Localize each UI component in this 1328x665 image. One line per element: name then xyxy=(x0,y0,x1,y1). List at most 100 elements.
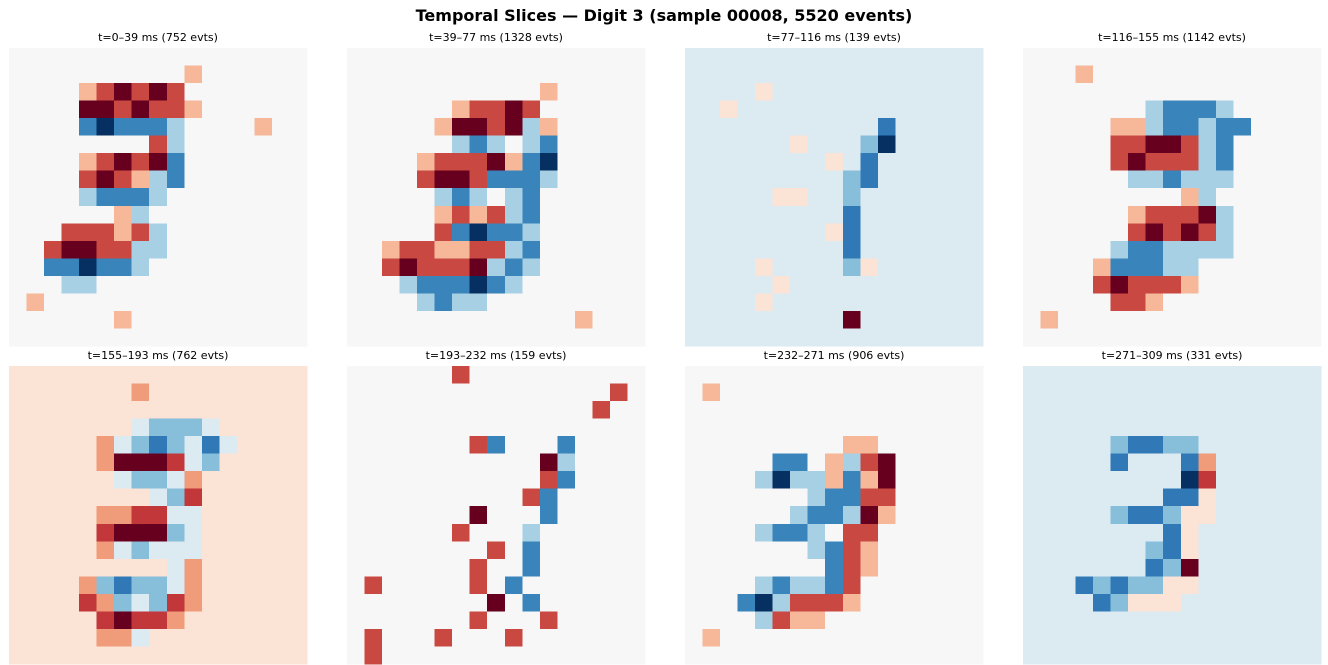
heatmap-cell xyxy=(1023,576,1041,594)
heatmap-cell xyxy=(1303,436,1321,454)
heatmap-cell xyxy=(913,401,931,419)
heatmap-cell xyxy=(773,241,791,259)
heatmap-cell xyxy=(592,136,610,154)
heatmap-cell xyxy=(167,629,185,647)
heatmap-cell xyxy=(79,118,97,136)
heatmap-cell xyxy=(202,384,220,402)
heatmap-cell xyxy=(965,541,983,559)
heatmap-cell xyxy=(382,366,400,384)
heatmap-cell xyxy=(860,559,878,577)
heatmap-cell xyxy=(167,611,185,629)
heatmap-cell xyxy=(808,576,826,594)
heatmap-cell xyxy=(895,241,913,259)
heatmap-cell xyxy=(132,454,150,472)
heatmap-cell xyxy=(435,366,453,384)
heatmap-cell xyxy=(1076,206,1094,224)
heatmap-cell xyxy=(1303,594,1321,612)
heatmap-cell xyxy=(1251,171,1269,189)
heatmap-cell xyxy=(97,366,115,384)
heatmap-cell xyxy=(878,629,896,647)
heatmap-cell xyxy=(272,524,290,542)
heatmap-cell xyxy=(703,48,721,66)
heatmap-cell xyxy=(237,471,255,489)
heatmap-cell xyxy=(1076,436,1094,454)
heatmap-cell xyxy=(703,206,721,224)
heatmap-cell xyxy=(913,419,931,437)
heatmap-cell xyxy=(1111,188,1129,206)
heatmap-cell xyxy=(627,118,645,136)
heatmap-cell xyxy=(965,366,983,384)
heatmap-cell xyxy=(808,384,826,402)
heatmap-cell xyxy=(808,366,826,384)
heatmap-cell xyxy=(685,419,703,437)
heatmap-cell xyxy=(79,594,97,612)
heatmap-cell xyxy=(913,223,931,241)
heatmap-cell xyxy=(44,136,62,154)
heatmap-cell xyxy=(540,66,558,84)
heatmap-cell xyxy=(114,136,132,154)
heatmap-cell xyxy=(347,241,365,259)
heatmap-cell xyxy=(965,506,983,524)
heatmap-cell xyxy=(27,646,45,664)
heatmap-cell xyxy=(167,136,185,154)
heatmap-cell xyxy=(860,83,878,101)
heatmap-cell xyxy=(790,311,808,329)
heatmap-cell xyxy=(557,223,575,241)
heatmap-cell xyxy=(930,366,948,384)
heatmap-cell xyxy=(1163,419,1181,437)
heatmap-cell xyxy=(1093,401,1111,419)
heatmap-cell xyxy=(79,454,97,472)
heatmap-cell xyxy=(167,646,185,664)
heatmap-cell xyxy=(1146,311,1164,329)
heatmap-cell xyxy=(505,136,523,154)
heatmap-cell xyxy=(1128,136,1146,154)
heatmap-cell xyxy=(755,489,773,507)
heatmap-cell xyxy=(948,136,966,154)
heatmap-cell xyxy=(860,576,878,594)
heatmap-cell xyxy=(470,83,488,101)
heatmap-cell xyxy=(237,206,255,224)
heatmap-cell xyxy=(1111,83,1129,101)
heatmap-cell xyxy=(237,258,255,276)
heatmap-cell xyxy=(522,454,540,472)
heatmap-cell xyxy=(790,384,808,402)
heatmap-cell xyxy=(575,594,593,612)
heatmap-cell xyxy=(1181,258,1199,276)
heatmap-cell xyxy=(62,206,80,224)
heatmap-cell xyxy=(347,629,365,647)
heatmap-cell xyxy=(347,83,365,101)
heatmap-cell xyxy=(97,188,115,206)
heatmap-cell xyxy=(1146,559,1164,577)
heatmap-cell xyxy=(435,328,453,346)
heatmap-cell xyxy=(254,419,272,437)
heatmap-cell xyxy=(289,153,307,171)
heatmap-cell xyxy=(149,524,167,542)
heatmap-cell xyxy=(1251,576,1269,594)
heatmap-cell xyxy=(808,646,826,664)
heatmap-cell xyxy=(825,489,843,507)
heatmap-cell xyxy=(1216,206,1234,224)
heatmap-cell xyxy=(1111,241,1129,259)
heatmap-cell xyxy=(755,559,773,577)
heatmap-cell xyxy=(289,611,307,629)
heatmap-cell xyxy=(44,293,62,311)
heatmap-cell xyxy=(27,436,45,454)
heatmap-cell xyxy=(843,646,861,664)
heatmap-cell xyxy=(773,506,791,524)
heatmap-cell xyxy=(254,206,272,224)
heatmap-cell xyxy=(895,419,913,437)
heatmap-cell xyxy=(202,576,220,594)
heatmap-cell xyxy=(540,311,558,329)
heatmap-cell xyxy=(720,48,738,66)
heatmap-cell xyxy=(132,83,150,101)
heatmap-cell xyxy=(79,419,97,437)
heatmap-cell xyxy=(627,419,645,437)
heatmap-cell xyxy=(522,153,540,171)
heatmap-cell xyxy=(575,366,593,384)
heatmap-cell xyxy=(773,454,791,472)
heatmap-cell xyxy=(1023,311,1041,329)
heatmap-cell xyxy=(184,206,202,224)
heatmap-cell xyxy=(62,311,80,329)
heatmap-cell xyxy=(825,401,843,419)
heatmap-cell xyxy=(1146,541,1164,559)
